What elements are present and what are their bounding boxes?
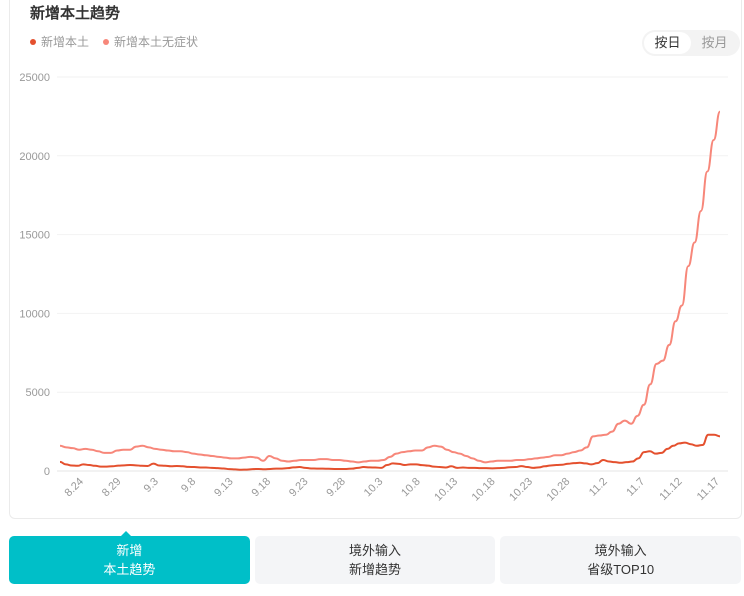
chart-title: 新增本土趋势: [30, 5, 121, 22]
tab-line1: 新增: [116, 543, 143, 558]
tab-province-top10[interactable]: 境外输入 省级TOP10: [500, 536, 742, 584]
x-tick-label: 9.28: [324, 476, 348, 500]
x-tick-label: 9.23: [287, 476, 311, 500]
x-tick-label: 10.23: [507, 476, 535, 504]
x-tick-label: 11.12: [657, 476, 684, 503]
toggle-by-day[interactable]: 按日: [644, 32, 691, 54]
tab-line2: 省级TOP10: [587, 562, 655, 577]
x-tick-label: 11.2: [587, 476, 610, 499]
x-tick-label: 11.17: [695, 476, 722, 503]
tab-line1: 境外输入: [349, 543, 402, 558]
x-tick-label: 9.18: [250, 476, 274, 500]
x-tick-label: 10.3: [362, 476, 386, 500]
tab-local-trend[interactable]: 新增 本土趋势: [9, 531, 250, 584]
y-tick-label: 15000: [19, 230, 50, 242]
y-tick-label: 5000: [26, 387, 50, 399]
legend-item-local[interactable]: 新增本土: [30, 33, 89, 50]
x-tick-label: 9.13: [212, 476, 236, 500]
x-tick-label: 10.28: [545, 476, 573, 504]
legend: 新增本土 新增本土无症状: [30, 33, 198, 50]
legend-label: 新增本土: [41, 35, 90, 49]
tab-imported-trend[interactable]: 境外输入 新增趋势: [254, 536, 496, 584]
tab-line2: 新增趋势: [349, 562, 402, 577]
tab-line1: 境外输入: [594, 543, 647, 558]
x-tick-label: 8.24: [62, 476, 86, 500]
x-tick-label: 10.18: [470, 476, 498, 504]
x-tick-label: 10.8: [399, 476, 423, 500]
y-tick-label: 25000: [19, 72, 50, 84]
legend-dot-icon: [30, 38, 36, 45]
x-tick-label: 10.13: [432, 476, 460, 504]
x-tick-label: 8.29: [100, 476, 124, 500]
series-line: [59, 433, 721, 471]
tab-line2: 本土趋势: [103, 562, 156, 577]
x-tick-label: 9.8: [179, 476, 198, 495]
period-toggle: 按日 按月: [642, 30, 740, 56]
y-tick-label: 20000: [19, 151, 50, 163]
y-tick-label: 10000: [19, 308, 50, 320]
bottom-tabs: 新增 本土趋势 境外输入 新增趋势 境外输入 省级TOP10: [9, 531, 742, 584]
legend-dot-icon: [103, 38, 110, 45]
toggle-by-month[interactable]: 按月: [701, 35, 728, 50]
y-tick-label: 0: [44, 466, 50, 478]
line-chart: 0 5000 10000 15000 20000 25000 8.24 8.29 9.3 9.8 9…: [19, 72, 728, 504]
x-tick-label: 11.7: [624, 476, 647, 499]
chart-card: 新增本土趋势 新增本土 新增本土无症状 按日 按月: [9, 0, 742, 519]
legend-item-asymptomatic[interactable]: 新增本土无症状: [103, 33, 198, 50]
series-line: [59, 110, 721, 464]
x-tick-label: 9.3: [142, 476, 161, 495]
legend-label: 新增本土无症状: [114, 35, 199, 49]
